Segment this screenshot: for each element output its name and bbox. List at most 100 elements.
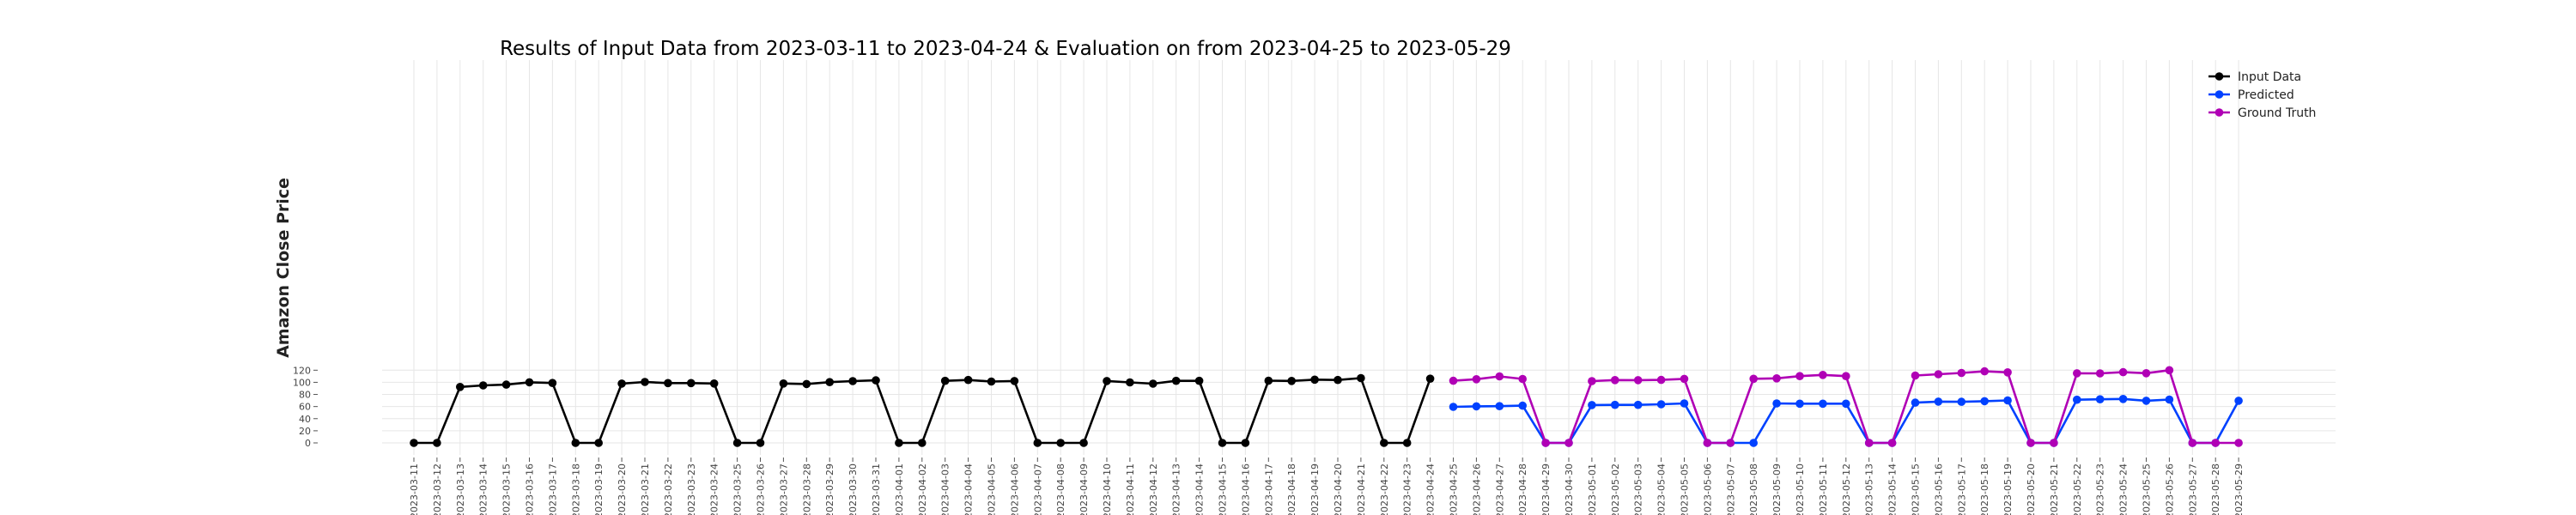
- data-point: [1957, 397, 1966, 406]
- data-point: [456, 383, 465, 391]
- x-tick-label: 2023-04-11: [1125, 464, 1136, 515]
- data-point: [2211, 439, 2220, 447]
- x-tick-label: 2023-03-31: [871, 464, 882, 515]
- x-tick-label: 2023-04-12: [1148, 464, 1159, 515]
- x-tick-label: 2023-03-17: [547, 464, 558, 515]
- x-tick-label: 2023-04-24: [1425, 464, 1437, 515]
- data-point: [1795, 372, 1804, 381]
- legend-item: Predicted: [2208, 88, 2294, 102]
- x-tick-label: 2023-05-28: [2210, 464, 2221, 515]
- legend-label: Predicted: [2238, 88, 2294, 102]
- series-ground-truth: [1449, 366, 2243, 447]
- x-tick-label: 2023-03-25: [732, 464, 744, 515]
- x-tick-label: 2023-04-14: [1194, 464, 1206, 515]
- data-point: [1449, 403, 1458, 411]
- data-point: [1287, 377, 1296, 385]
- data-point: [1819, 399, 1827, 409]
- data-point: [1887, 439, 1897, 447]
- data-point: [501, 380, 511, 389]
- x-tick-label: 2023-03-14: [478, 464, 489, 515]
- x-tick-label: 2023-05-04: [1656, 464, 1668, 515]
- series-layer: [410, 366, 2243, 447]
- data-point: [571, 439, 580, 447]
- data-point: [1357, 373, 1365, 383]
- x-axis-ticks: 2023-03-11 2023-03-12 2023-03-13 2023-03-14…: [409, 457, 2245, 515]
- x-tick-label: 2023-05-10: [1795, 464, 1806, 515]
- x-tick-label: 2023-03-27: [778, 464, 789, 515]
- x-tick-label: 2023-05-26: [2164, 464, 2175, 515]
- y-tick-label: 0: [305, 438, 311, 449]
- data-point: [1588, 377, 1596, 385]
- x-tick-label: 2023-04-23: [1402, 464, 1413, 515]
- data-point: [732, 439, 742, 447]
- data-point: [1656, 375, 1666, 385]
- x-tick-label: 2023-05-03: [1633, 464, 1644, 515]
- data-point: [1611, 400, 1619, 409]
- x-tick-label: 2023-04-20: [1333, 464, 1344, 515]
- data-point: [1103, 377, 1111, 385]
- data-point: [2188, 439, 2197, 447]
- x-tick-label: 2023-03-30: [848, 464, 859, 515]
- chart-title: Results of Input Data from 2023-03-11 to…: [500, 38, 1511, 60]
- x-tick-label: 2023-03-29: [824, 464, 835, 515]
- x-tick-label: 2023-03-11: [409, 464, 420, 515]
- x-tick-label: 2023-05-19: [2002, 464, 2014, 515]
- x-tick-label: 2023-03-24: [709, 464, 720, 515]
- x-tick-label: 2023-03-22: [663, 464, 674, 515]
- data-point: [2073, 395, 2081, 404]
- x-tick-label: 2023-03-28: [801, 464, 812, 515]
- data-point: [664, 379, 672, 388]
- x-tick-label: 2023-04-26: [1471, 464, 1482, 515]
- data-point: [1126, 378, 1134, 387]
- x-tick-label: 2023-05-12: [1841, 464, 1852, 515]
- legend-marker: [2215, 90, 2224, 99]
- data-point: [1934, 397, 1943, 406]
- x-tick-label: 2023-05-18: [1979, 464, 1990, 515]
- data-point: [2095, 395, 2105, 404]
- data-point: [1680, 374, 1689, 384]
- x-tick-label: 2023-04-04: [963, 464, 975, 515]
- data-point: [2142, 397, 2151, 405]
- data-point: [1749, 439, 1758, 447]
- data-point: [1934, 370, 1943, 379]
- data-point: [2118, 367, 2128, 377]
- data-point: [1010, 377, 1019, 385]
- data-point: [1772, 374, 1781, 383]
- x-tick-label: 2023-05-22: [2072, 464, 2083, 515]
- data-point: [1472, 402, 1481, 411]
- data-point: [478, 381, 488, 390]
- data-point: [779, 379, 788, 388]
- data-point: [1842, 372, 1850, 381]
- x-tick-label: 2023-03-12: [432, 464, 443, 515]
- x-tick-label: 2023-04-13: [1171, 464, 1182, 515]
- x-tick-label: 2023-05-23: [2095, 464, 2106, 515]
- data-point: [2234, 439, 2243, 447]
- data-point: [1772, 399, 1781, 408]
- x-tick-label: 2023-04-08: [1055, 464, 1066, 515]
- data-point: [1079, 439, 1088, 447]
- data-point: [2073, 369, 2081, 378]
- data-point: [1380, 439, 1388, 447]
- data-point: [1518, 374, 1527, 384]
- data-point: [1980, 367, 1989, 376]
- data-point: [1819, 371, 1827, 379]
- y-tick-label: 100: [293, 377, 311, 388]
- data-point: [687, 379, 696, 388]
- data-point: [548, 379, 557, 388]
- x-tick-label: 2023-05-01: [1587, 464, 1598, 515]
- legend-label: Input Data: [2238, 70, 2301, 84]
- data-point: [1518, 401, 1527, 410]
- x-tick-label: 2023-05-07: [1725, 464, 1736, 515]
- grid: [382, 60, 2336, 455]
- x-tick-label: 2023-04-30: [1564, 464, 1575, 515]
- data-point: [1241, 439, 1250, 447]
- y-tick-label: 60: [299, 402, 311, 413]
- x-tick-label: 2023-04-03: [940, 464, 951, 515]
- data-point: [1564, 439, 1573, 447]
- data-point: [918, 439, 927, 447]
- legend-marker: [2215, 72, 2224, 81]
- data-point: [987, 377, 996, 386]
- x-tick-label: 2023-03-20: [617, 464, 628, 515]
- data-point: [1726, 439, 1735, 447]
